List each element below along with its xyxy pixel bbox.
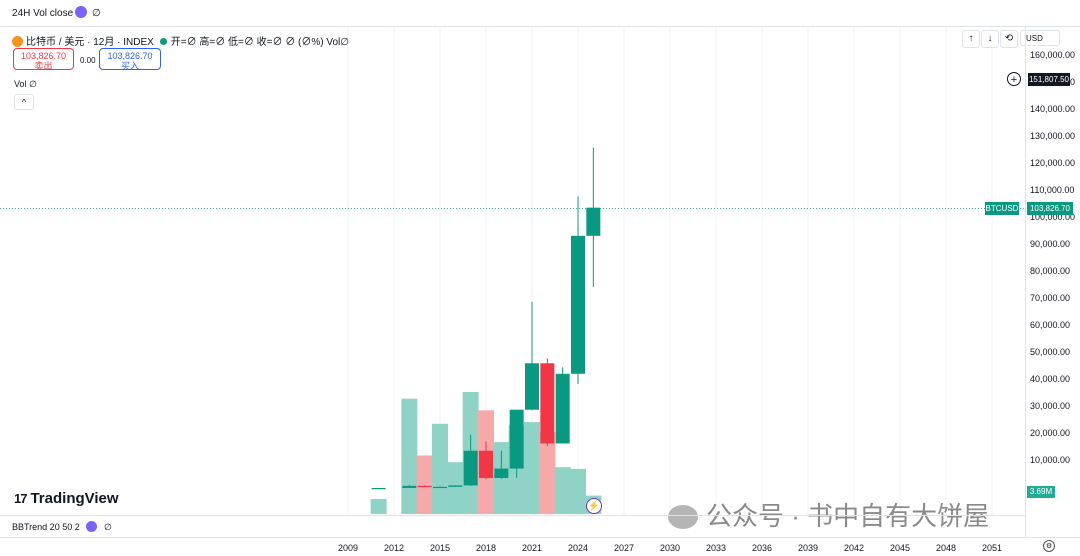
price-axis[interactable]: 160,000.00150,000.00140,000.00130,000.00… <box>1025 27 1080 537</box>
time-tick-label: 2042 <box>844 543 865 553</box>
price-tick-label: 60,000.00 <box>1030 320 1071 330</box>
candle-body <box>540 363 555 444</box>
candle-body <box>571 235 585 374</box>
price-tick-label: 120,000.00 <box>1030 158 1076 168</box>
price-tick-label: 40,000.00 <box>1030 374 1071 384</box>
market-status-dot <box>159 38 167 45</box>
sell-button[interactable]: 103,826.70 卖出 <box>13 48 74 71</box>
buy-label: 买入 <box>120 61 139 71</box>
volume-label: 3.69M <box>1027 486 1055 498</box>
bbtrend-value: ∅ <box>104 522 112 532</box>
price-tick-label: 140,000.00 <box>1030 104 1076 114</box>
sell-label: 卖出 <box>34 61 53 71</box>
candle-body <box>448 485 463 487</box>
candle-body <box>525 363 539 410</box>
watermark-text: 公众号 · 书中自有大饼屋 <box>706 501 990 531</box>
price-tick-label: 10,000.00 <box>1030 455 1071 465</box>
tv-logo-icon: 17 <box>14 491 28 506</box>
volume-bar <box>401 398 418 514</box>
watermark: 公众号 · 书中自有大饼屋 <box>668 496 989 533</box>
time-tick-label: 2018 <box>476 543 497 553</box>
flash-icon[interactable]: ⚡ <box>586 498 602 514</box>
scroll-down-button[interactable]: ↓ <box>981 30 999 48</box>
time-tick-label: 2015 <box>430 543 451 553</box>
wechat-icon <box>668 505 698 529</box>
volume-bar <box>570 468 586 514</box>
chevron-up-icon: ^ <box>21 97 27 107</box>
price-tick-label: 90,000.00 <box>1030 239 1071 249</box>
last-price-label: 103,826.70 <box>1027 202 1073 215</box>
candle-body <box>479 450 493 479</box>
time-tick-label: 2030 <box>660 543 681 553</box>
logo-text: TradingView <box>30 490 119 507</box>
candle-body <box>463 450 478 486</box>
candle-body <box>417 485 432 488</box>
price-tick-label: 30,000.00 <box>1030 401 1071 411</box>
candle-series <box>371 147 601 490</box>
candle-body <box>494 468 509 479</box>
time-tick-label: 2033 <box>706 543 727 553</box>
candle-body <box>371 487 386 490</box>
price-tick-label: 50,000.00 <box>1030 347 1071 357</box>
crosshair-price-label: 151,807.50 <box>1028 73 1070 86</box>
candle-body <box>509 409 524 469</box>
indicator-icon[interactable] <box>86 521 97 532</box>
time-tick-label: 2021 <box>522 543 543 553</box>
price-tick-label: 100,000.00 <box>1030 212 1076 222</box>
candle-body <box>555 373 570 444</box>
volume-bar <box>370 498 387 514</box>
volume-bar <box>432 423 448 514</box>
symbol-tag: BTCUSD <box>985 202 1019 215</box>
add-alert-icon[interactable]: + <box>1007 72 1021 86</box>
volume-bar <box>554 467 571 514</box>
volume-bar <box>447 462 464 514</box>
currency-select[interactable]: USD <box>1020 30 1060 46</box>
tradingview-logo[interactable]: 17 TradingView <box>14 490 119 507</box>
buy-price: 103,826.70 <box>107 51 153 61</box>
spread-value: 0.00 <box>80 56 96 65</box>
sell-price: 103,826.70 <box>20 51 67 61</box>
volume-bar <box>539 432 556 514</box>
time-tick-label: 2036 <box>752 543 773 553</box>
top-indicator-bar: 24H Vol close ∅ <box>0 0 1080 27</box>
candle-body <box>402 485 417 488</box>
scroll-up-button[interactable]: ↑ <box>962 30 980 48</box>
gear-icon[interactable]: ⚙ <box>1043 540 1055 552</box>
time-tick-label: 2048 <box>936 543 957 553</box>
bitcoin-icon <box>12 36 23 47</box>
candle-body <box>586 207 601 236</box>
volume-bar <box>416 455 433 514</box>
candle-body <box>433 486 447 489</box>
time-tick-label: 2009 <box>338 543 359 553</box>
price-tick-label: 160,000.00 <box>1030 50 1076 60</box>
vol-close-label[interactable]: 24H Vol close <box>12 8 74 19</box>
time-tick-label: 2039 <box>798 543 819 553</box>
price-tick-label: 110,000.00 <box>1030 185 1075 195</box>
time-tick-label: 2024 <box>568 543 589 553</box>
price-tick-label: 20,000.00 <box>1030 428 1071 438</box>
time-axis[interactable]: 2009 2012 2015 2018 2021 2024 2027 2030 2033 2036… <box>0 537 1080 556</box>
volume-legend[interactable]: Vol ∅ <box>14 79 37 89</box>
ohlc-values: 开=∅ 高=∅ 低=∅ 收=∅ ∅ (∅%) Vol∅ <box>170 37 349 48</box>
vol-close-value: ∅ <box>92 8 101 19</box>
price-tick-label: 80,000.00 <box>1030 266 1071 276</box>
symbol-legend: 比特币 / 美元 · 12月 · INDEX 开=∅ 高=∅ 低=∅ 收=∅ ∅ … <box>12 33 349 48</box>
symbol-name[interactable]: 比特币 / 美元 · 12月 · INDEX <box>26 37 154 48</box>
bbtrend-pane: BBTrend 20 50 2 ∅ <box>0 515 1025 538</box>
time-tick-label: 2012 <box>384 543 405 553</box>
reset-chart-button[interactable]: ⟲ <box>1000 30 1018 48</box>
price-chart[interactable] <box>0 27 1025 515</box>
time-tick-label: 2045 <box>890 543 911 553</box>
indicator-icon[interactable] <box>75 6 87 18</box>
time-tick-label: 2027 <box>614 543 635 553</box>
buy-button[interactable]: 103,826.70 买入 <box>99 48 161 71</box>
bbtrend-label[interactable]: BBTrend 20 50 2 <box>12 522 80 532</box>
price-tick-label: 130,000.00 <box>1030 131 1076 141</box>
price-tick-label: 70,000.00 <box>1030 293 1071 303</box>
volume-bar <box>524 422 540 514</box>
collapse-legend-button[interactable]: ^ <box>14 94 34 110</box>
time-tick-label: 2051 <box>982 543 1003 553</box>
